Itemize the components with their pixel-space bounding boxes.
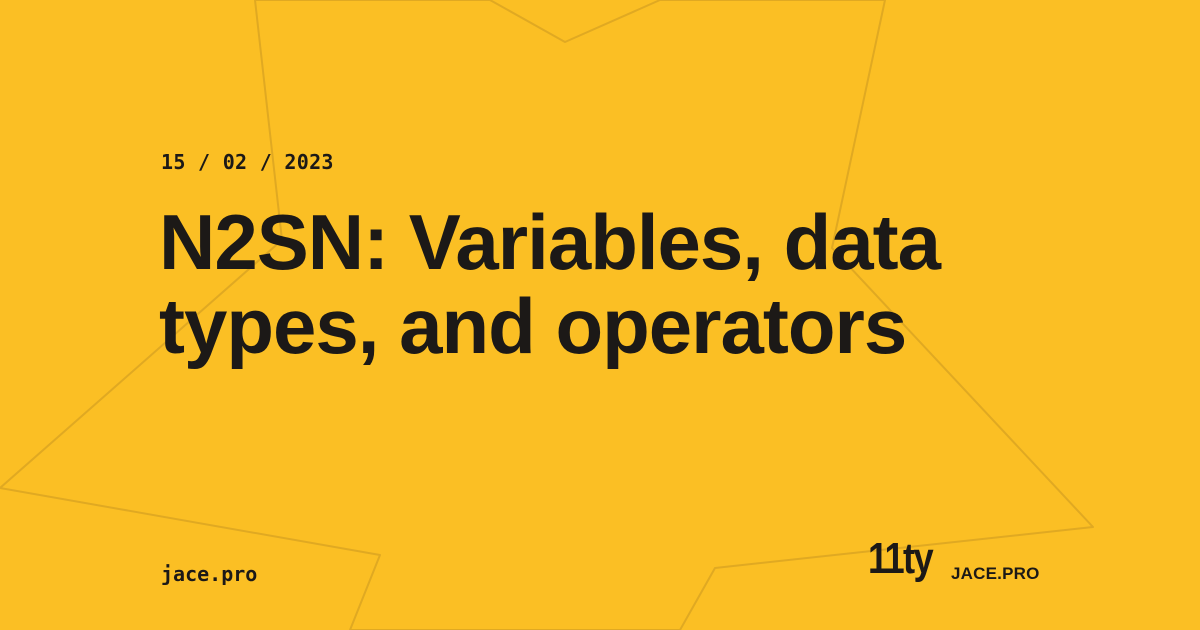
brand-wordmark: JACE.PRO <box>951 564 1040 583</box>
eleventy-logo-text: 11ty <box>868 534 934 583</box>
site-url: jace.pro <box>161 562 258 586</box>
post-date: 15 / 02 / 2023 <box>161 150 334 174</box>
post-title: N2SN: Variables, data types, and operato… <box>159 198 941 370</box>
eleventy-logo: 11ty <box>868 534 934 583</box>
